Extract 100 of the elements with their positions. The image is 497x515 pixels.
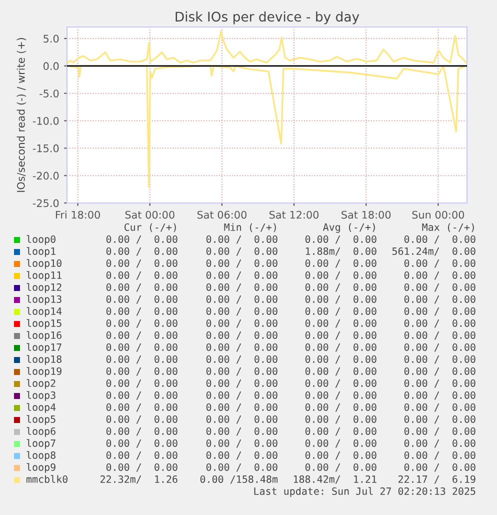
text: 0.00 / 0.00 xyxy=(106,355,178,364)
text: 0.00 / 0.00 xyxy=(106,415,178,424)
text: 0.00 / 0.00 xyxy=(106,247,178,256)
text: 22.17 / 6.19 xyxy=(398,475,476,484)
text: 0.00 / 0.00 xyxy=(106,319,178,328)
legend-label: loop0 xyxy=(26,235,56,245)
x-tick-label: Sun 00:00 xyxy=(412,210,464,219)
text: 0.00 / 0.00 xyxy=(305,355,376,364)
text: Cur (-/+) xyxy=(124,223,176,232)
text: 0.00 / 0.00 xyxy=(206,319,278,328)
text: 0.00 / 0.00 xyxy=(206,379,278,388)
text: 0.00 /158.48m xyxy=(200,475,278,484)
text: 0.00 / 0.00 xyxy=(106,439,178,448)
legend-label: loop9 xyxy=(26,463,56,473)
text: 0.00 / 0.00 xyxy=(305,235,376,244)
text: 0.00 / 0.00 xyxy=(305,319,376,328)
text: 0.00 / 0.00 xyxy=(305,259,376,268)
text: 0.00 / 0.00 xyxy=(206,367,278,376)
text: 0.00 / 0.00 xyxy=(305,403,376,412)
x-tick-label: Sat 06:00 xyxy=(197,210,246,219)
text: 0.00 / 0.00 xyxy=(106,367,178,376)
x-tick-label: Sat 12:00 xyxy=(270,210,319,219)
text: 0.00 / 0.00 xyxy=(206,343,278,352)
text: 0.00 / 0.00 xyxy=(206,463,278,472)
text: 0.00 / 0.00 xyxy=(206,415,278,424)
text: 0.00 / 0.00 xyxy=(106,331,178,340)
legend-label: loop13 xyxy=(26,295,62,305)
legend-label: loop15 xyxy=(26,319,62,329)
text: 0.00 / 0.00 xyxy=(404,355,476,364)
legend-label: loop8 xyxy=(26,451,56,461)
y-tick-label: -5.0 xyxy=(40,90,59,98)
x-tick-label: Sat 18:00 xyxy=(342,210,391,219)
text: 0.00 / 0.00 xyxy=(404,295,476,304)
text: 0.00 / 0.00 xyxy=(206,403,278,412)
text: 0.00 / 0.00 xyxy=(206,439,278,448)
legend-label: loop7 xyxy=(26,439,56,449)
text: 0.00 / 0.00 xyxy=(305,295,376,304)
text: 0.00 / 0.00 xyxy=(206,259,278,268)
x-tick-label: Sat 00:00 xyxy=(125,210,174,219)
text: 0.00 / 0.00 xyxy=(106,427,178,436)
text: 0.00 / 0.00 xyxy=(206,307,278,316)
y-tick-label: -10.0 xyxy=(32,116,59,125)
text: 0.00 / 0.00 xyxy=(206,355,278,364)
legend-label: loop1 xyxy=(26,247,56,257)
text: 0.00 / 0.00 xyxy=(106,451,178,460)
text: 0.00 / 0.00 xyxy=(305,331,376,340)
legend-label: loop11 xyxy=(26,271,62,281)
x-tick-label: Fri 18:00 xyxy=(56,210,100,219)
text: 0.00 / 0.00 xyxy=(305,343,376,352)
text: 0.00 / 0.00 xyxy=(206,331,278,340)
legend-label: loop10 xyxy=(26,259,62,269)
text: 0.00 / 0.00 xyxy=(206,295,278,304)
legend-label: loop2 xyxy=(26,379,56,389)
text: 0.00 / 0.00 xyxy=(305,451,376,460)
text: 0.00 / 0.00 xyxy=(404,235,476,244)
legend-label: mmcblk0 xyxy=(26,475,68,483)
text: 0.00 / 0.00 xyxy=(404,391,476,400)
legend-label: loop16 xyxy=(26,331,62,341)
text: 0.00 / 0.00 xyxy=(206,271,278,280)
text: 0.00 / 0.00 xyxy=(404,379,476,388)
text: 0.00 / 0.00 xyxy=(404,259,476,268)
text: 0.00 / 0.00 xyxy=(106,391,178,400)
text: 0.00 / 0.00 xyxy=(404,307,476,316)
text: 0.00 / 0.00 xyxy=(305,271,376,280)
text: 0.00 / 0.00 xyxy=(305,439,376,448)
y-tick-label: -15.0 xyxy=(32,144,59,152)
text: 0.00 / 0.00 xyxy=(206,451,278,460)
y-tick-label: 5.0 xyxy=(44,34,59,43)
legend-label: loop4 xyxy=(26,403,56,413)
legend-label: loop19 xyxy=(26,367,62,377)
legend-label: loop17 xyxy=(26,343,62,353)
text: 0.00 / 0.00 xyxy=(404,427,476,436)
text: 0.00 / 0.00 xyxy=(305,463,376,472)
chart-title: Disk IOs per device - by day xyxy=(176,11,360,24)
text: 0.00 / 0.00 xyxy=(404,367,476,376)
text: Last update: Sun Jul 27 02:20:13 2025 xyxy=(254,487,476,497)
text: Max (-/+) xyxy=(422,223,474,232)
text: 0.00 / 0.00 xyxy=(206,235,278,244)
text: 1.88m/ 0.00 xyxy=(306,247,376,256)
text: 0.00 / 0.00 xyxy=(404,319,476,328)
text: 0.00 / 0.00 xyxy=(305,427,376,436)
text: 0.00 / 0.00 xyxy=(404,343,476,352)
text: 0.00 / 0.00 xyxy=(305,283,376,292)
legend-label: loop18 xyxy=(26,355,62,365)
text: 0.00 / 0.00 xyxy=(305,379,376,388)
legend-label: loop5 xyxy=(26,415,56,425)
text: Avg (-/+) xyxy=(323,223,375,233)
text: 0.00 / 0.00 xyxy=(106,343,178,352)
text: 0.00 / 0.00 xyxy=(305,415,376,424)
text: 0.00 / 0.00 xyxy=(106,379,178,388)
text: 0.00 / 0.00 xyxy=(305,367,376,376)
text: 0.00 / 0.00 xyxy=(106,295,178,304)
text: 561.24m/ 0.00 xyxy=(392,247,476,256)
text: 0.00 / 0.00 xyxy=(305,391,376,400)
text: 0.00 / 0.00 xyxy=(206,391,278,400)
text: 0.00 / 0.00 xyxy=(404,331,476,340)
text: Min (-/+) xyxy=(224,223,276,232)
legend-label: loop14 xyxy=(26,307,62,317)
text: 0.00 / 0.00 xyxy=(404,463,476,472)
text: 0.00 / 0.00 xyxy=(404,415,476,424)
